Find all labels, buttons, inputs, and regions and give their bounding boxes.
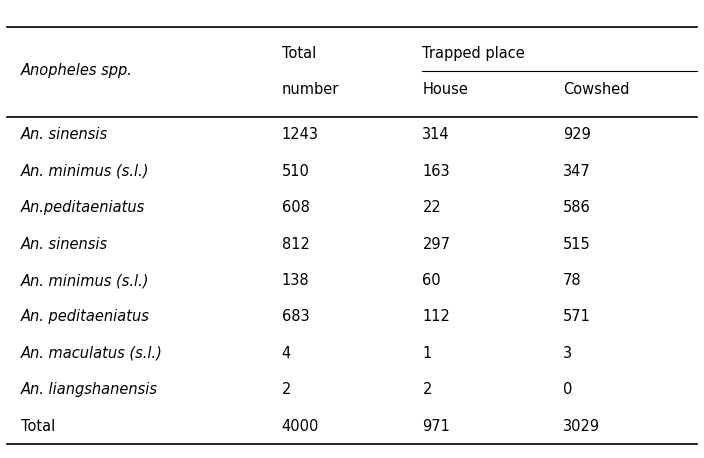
Text: An. peditaeniatus: An. peditaeniatus xyxy=(21,310,150,324)
Text: 971: 971 xyxy=(422,419,451,434)
Text: An.peditaeniatus: An.peditaeniatus xyxy=(21,200,145,215)
Text: 163: 163 xyxy=(422,164,450,179)
Text: 4: 4 xyxy=(282,346,291,361)
Text: 78: 78 xyxy=(563,273,582,288)
Text: 2: 2 xyxy=(282,382,291,397)
Text: 138: 138 xyxy=(282,273,309,288)
Text: Cowshed: Cowshed xyxy=(563,82,629,98)
Text: 510: 510 xyxy=(282,164,310,179)
Text: Total: Total xyxy=(21,419,56,434)
Text: An. sinensis: An. sinensis xyxy=(21,127,108,142)
Text: Total: Total xyxy=(282,46,316,61)
Text: 4000: 4000 xyxy=(282,419,319,434)
Text: An. sinensis: An. sinensis xyxy=(21,237,108,251)
Text: 3: 3 xyxy=(563,346,572,361)
Text: An. liangshanensis: An. liangshanensis xyxy=(21,382,158,397)
Text: 0: 0 xyxy=(563,382,572,397)
Text: House: House xyxy=(422,82,468,98)
Text: 515: 515 xyxy=(563,237,591,251)
Text: An. minimus (s.l.): An. minimus (s.l.) xyxy=(21,164,150,179)
Text: 314: 314 xyxy=(422,127,450,142)
Text: 297: 297 xyxy=(422,237,451,251)
Text: An. minimus (s.l.): An. minimus (s.l.) xyxy=(21,273,150,288)
Text: 586: 586 xyxy=(563,200,591,215)
Text: Anopheles spp.: Anopheles spp. xyxy=(21,64,133,78)
Text: 571: 571 xyxy=(563,310,591,324)
Text: 929: 929 xyxy=(563,127,591,142)
Text: 22: 22 xyxy=(422,200,441,215)
Text: 60: 60 xyxy=(422,273,441,288)
Text: 812: 812 xyxy=(282,237,310,251)
Text: 1: 1 xyxy=(422,346,432,361)
Text: number: number xyxy=(282,82,339,98)
Text: 347: 347 xyxy=(563,164,591,179)
Text: 608: 608 xyxy=(282,200,310,215)
Text: 1243: 1243 xyxy=(282,127,319,142)
Text: 3029: 3029 xyxy=(563,419,601,434)
Text: Trapped place: Trapped place xyxy=(422,46,525,61)
Text: 683: 683 xyxy=(282,310,309,324)
Text: An. maculatus (s.l.): An. maculatus (s.l.) xyxy=(21,346,163,361)
Text: 112: 112 xyxy=(422,310,451,324)
Text: 2: 2 xyxy=(422,382,432,397)
